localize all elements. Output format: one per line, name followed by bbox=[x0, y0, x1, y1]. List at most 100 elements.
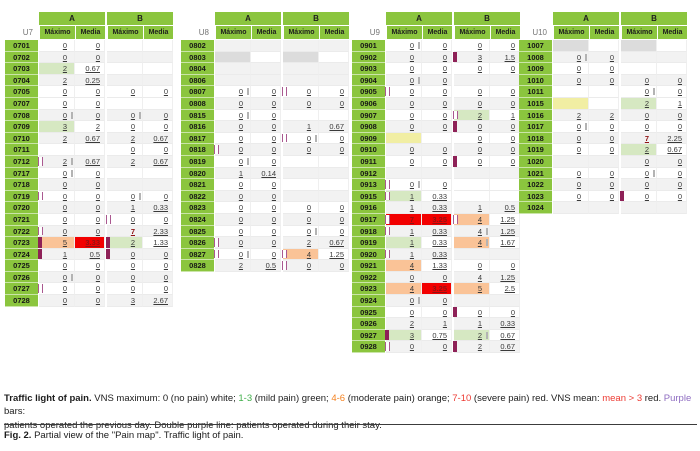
pain-media-cell: 0 bbox=[251, 109, 281, 122]
pain-max-cell: 0 bbox=[39, 86, 75, 98]
pain-media-cell bbox=[589, 86, 619, 98]
pain-media-cell bbox=[319, 63, 349, 75]
pain-max-cell: 0 bbox=[385, 179, 422, 191]
table-row: 0823 0 0 0 0 bbox=[181, 202, 349, 214]
vns-mean-value: 0 bbox=[95, 272, 100, 282]
room-label: 1007 bbox=[519, 40, 552, 52]
vns-max-value: 0 bbox=[477, 261, 482, 271]
pain-media-cell: 0 bbox=[143, 144, 173, 156]
room-label: 0701 bbox=[5, 40, 38, 52]
table-row: 0828 2 0.5 0 0 bbox=[181, 260, 349, 272]
vns-mean-value: 0 bbox=[510, 145, 515, 155]
pain-max-cell: 0 bbox=[553, 63, 589, 75]
pain-max-cell bbox=[107, 74, 143, 87]
vns-mean-value: 0 bbox=[339, 226, 344, 236]
table-row: 0906 0 0 0 0 bbox=[352, 97, 520, 110]
pain-media-cell: 2.33 bbox=[143, 225, 173, 238]
gray-bar bbox=[247, 157, 249, 165]
table-row: 0826 0 0 2 0.67 bbox=[181, 237, 349, 249]
vns-max-value: 2 bbox=[130, 156, 135, 166]
pain-max-cell: 2 bbox=[215, 260, 251, 272]
pain-media-cell: 0 bbox=[422, 40, 452, 52]
pain-media-cell bbox=[319, 74, 349, 87]
vns-max-value: 0 bbox=[576, 180, 581, 190]
col-header-media-b: Media bbox=[319, 26, 349, 39]
operated-previous-day-bar bbox=[620, 190, 624, 202]
pain-max-cell: 0 bbox=[283, 202, 319, 214]
operated-during-stay-line bbox=[38, 191, 43, 201]
vns-mean-value: 0 bbox=[163, 145, 168, 155]
pain-media-cell: 0 bbox=[490, 155, 520, 168]
vns-max-value: 0 bbox=[576, 52, 581, 62]
pain-max-cell bbox=[454, 248, 490, 261]
table-row: 0804 bbox=[181, 63, 349, 75]
vns-mean-value: 0 bbox=[677, 156, 682, 166]
room-label: 0710 bbox=[5, 132, 38, 145]
pain-max-cell: 0 bbox=[283, 97, 319, 110]
table-row: 0819 0 0 bbox=[181, 155, 349, 168]
vns-max-value: 0 bbox=[576, 168, 581, 178]
vns-mean-value: 1.33 bbox=[153, 238, 168, 248]
pain-max-cell: 0 bbox=[453, 155, 490, 168]
operated-previous-day-bar bbox=[38, 237, 42, 248]
vns-max-value: 5 bbox=[62, 238, 67, 248]
pain-max-cell: 1 bbox=[454, 202, 490, 214]
vns-mean-value: 0.67 bbox=[500, 330, 515, 340]
pain-max-cell bbox=[621, 40, 657, 52]
pain-media-cell: 0 bbox=[143, 213, 173, 226]
pain-media-cell: 0.5 bbox=[490, 202, 520, 214]
room-label: 0705 bbox=[5, 86, 38, 98]
room-label: 0924 bbox=[352, 295, 385, 307]
table-row: 0925 0 0 0 0 bbox=[352, 306, 520, 319]
vns-mean-value: 0 bbox=[95, 110, 100, 120]
pain-max-cell bbox=[454, 190, 490, 203]
pain-media-cell: 0 bbox=[422, 306, 452, 319]
vns-mean-value: 0 bbox=[271, 156, 276, 166]
pain-media-cell: 0 bbox=[75, 190, 105, 203]
table-row: 0808 0 0 0 0 bbox=[181, 97, 349, 110]
vns-mean-value: 0 bbox=[271, 122, 276, 132]
vns-mean-value: 0 bbox=[339, 87, 344, 97]
pain-max-cell: 1 bbox=[386, 202, 422, 214]
pain-media-cell: 0 bbox=[422, 86, 452, 98]
pain-media-cell: 0 bbox=[251, 144, 281, 156]
room-label: 0919 bbox=[352, 237, 385, 249]
vns-max-value: 0 bbox=[644, 75, 649, 85]
operated-during-stay-line bbox=[385, 342, 390, 352]
operated-during-stay-line bbox=[214, 238, 219, 247]
vns-max-value: 0 bbox=[477, 133, 482, 143]
pain-max-cell: 0 bbox=[106, 248, 143, 261]
vns-max-value: 0 bbox=[644, 110, 649, 120]
pain-media-cell bbox=[319, 190, 349, 203]
pain-media-cell: 0.33 bbox=[422, 237, 452, 249]
vns-max-value: 0 bbox=[477, 307, 482, 317]
vns-mean-value: 0 bbox=[442, 296, 447, 306]
vns-mean-value: 0 bbox=[95, 261, 100, 271]
pain-max-cell: 4 bbox=[282, 248, 319, 261]
pain-max-cell: 0 bbox=[454, 86, 490, 98]
room-label: 0923 bbox=[352, 283, 385, 296]
pain-max-cell: 2 bbox=[39, 74, 75, 87]
vns-max-value: 4 bbox=[306, 249, 311, 259]
operated-during-stay-line bbox=[282, 249, 287, 259]
pain-max-cell: 0 bbox=[386, 295, 422, 307]
table-row: 0704 2 0.25 bbox=[5, 74, 173, 87]
pain-media-cell bbox=[589, 202, 619, 214]
vns-max-value: 0 bbox=[576, 133, 581, 143]
pain-max-cell: 0 bbox=[621, 121, 657, 133]
vns-max-value: 0 bbox=[62, 191, 67, 201]
operated-previous-day-bar bbox=[453, 341, 457, 353]
room-label: 0926 bbox=[352, 318, 385, 330]
pain-max-cell: 2 bbox=[386, 318, 422, 330]
vns-max-value: 1 bbox=[62, 249, 67, 259]
pain-media-cell: 0.67 bbox=[143, 132, 173, 145]
room-label: 0703 bbox=[5, 63, 38, 75]
vns-max-value: 0 bbox=[576, 75, 581, 85]
operated-during-stay-line bbox=[453, 214, 458, 224]
pain-media-cell bbox=[319, 155, 349, 168]
vns-mean-value: 0 bbox=[95, 180, 100, 190]
vns-mean-value: 0.33 bbox=[500, 319, 515, 329]
vns-max-value: 5 bbox=[477, 284, 482, 294]
table-row: 0723 5 3.33 2 1.33 bbox=[5, 237, 173, 249]
pain-media-cell: 1 bbox=[657, 97, 687, 110]
